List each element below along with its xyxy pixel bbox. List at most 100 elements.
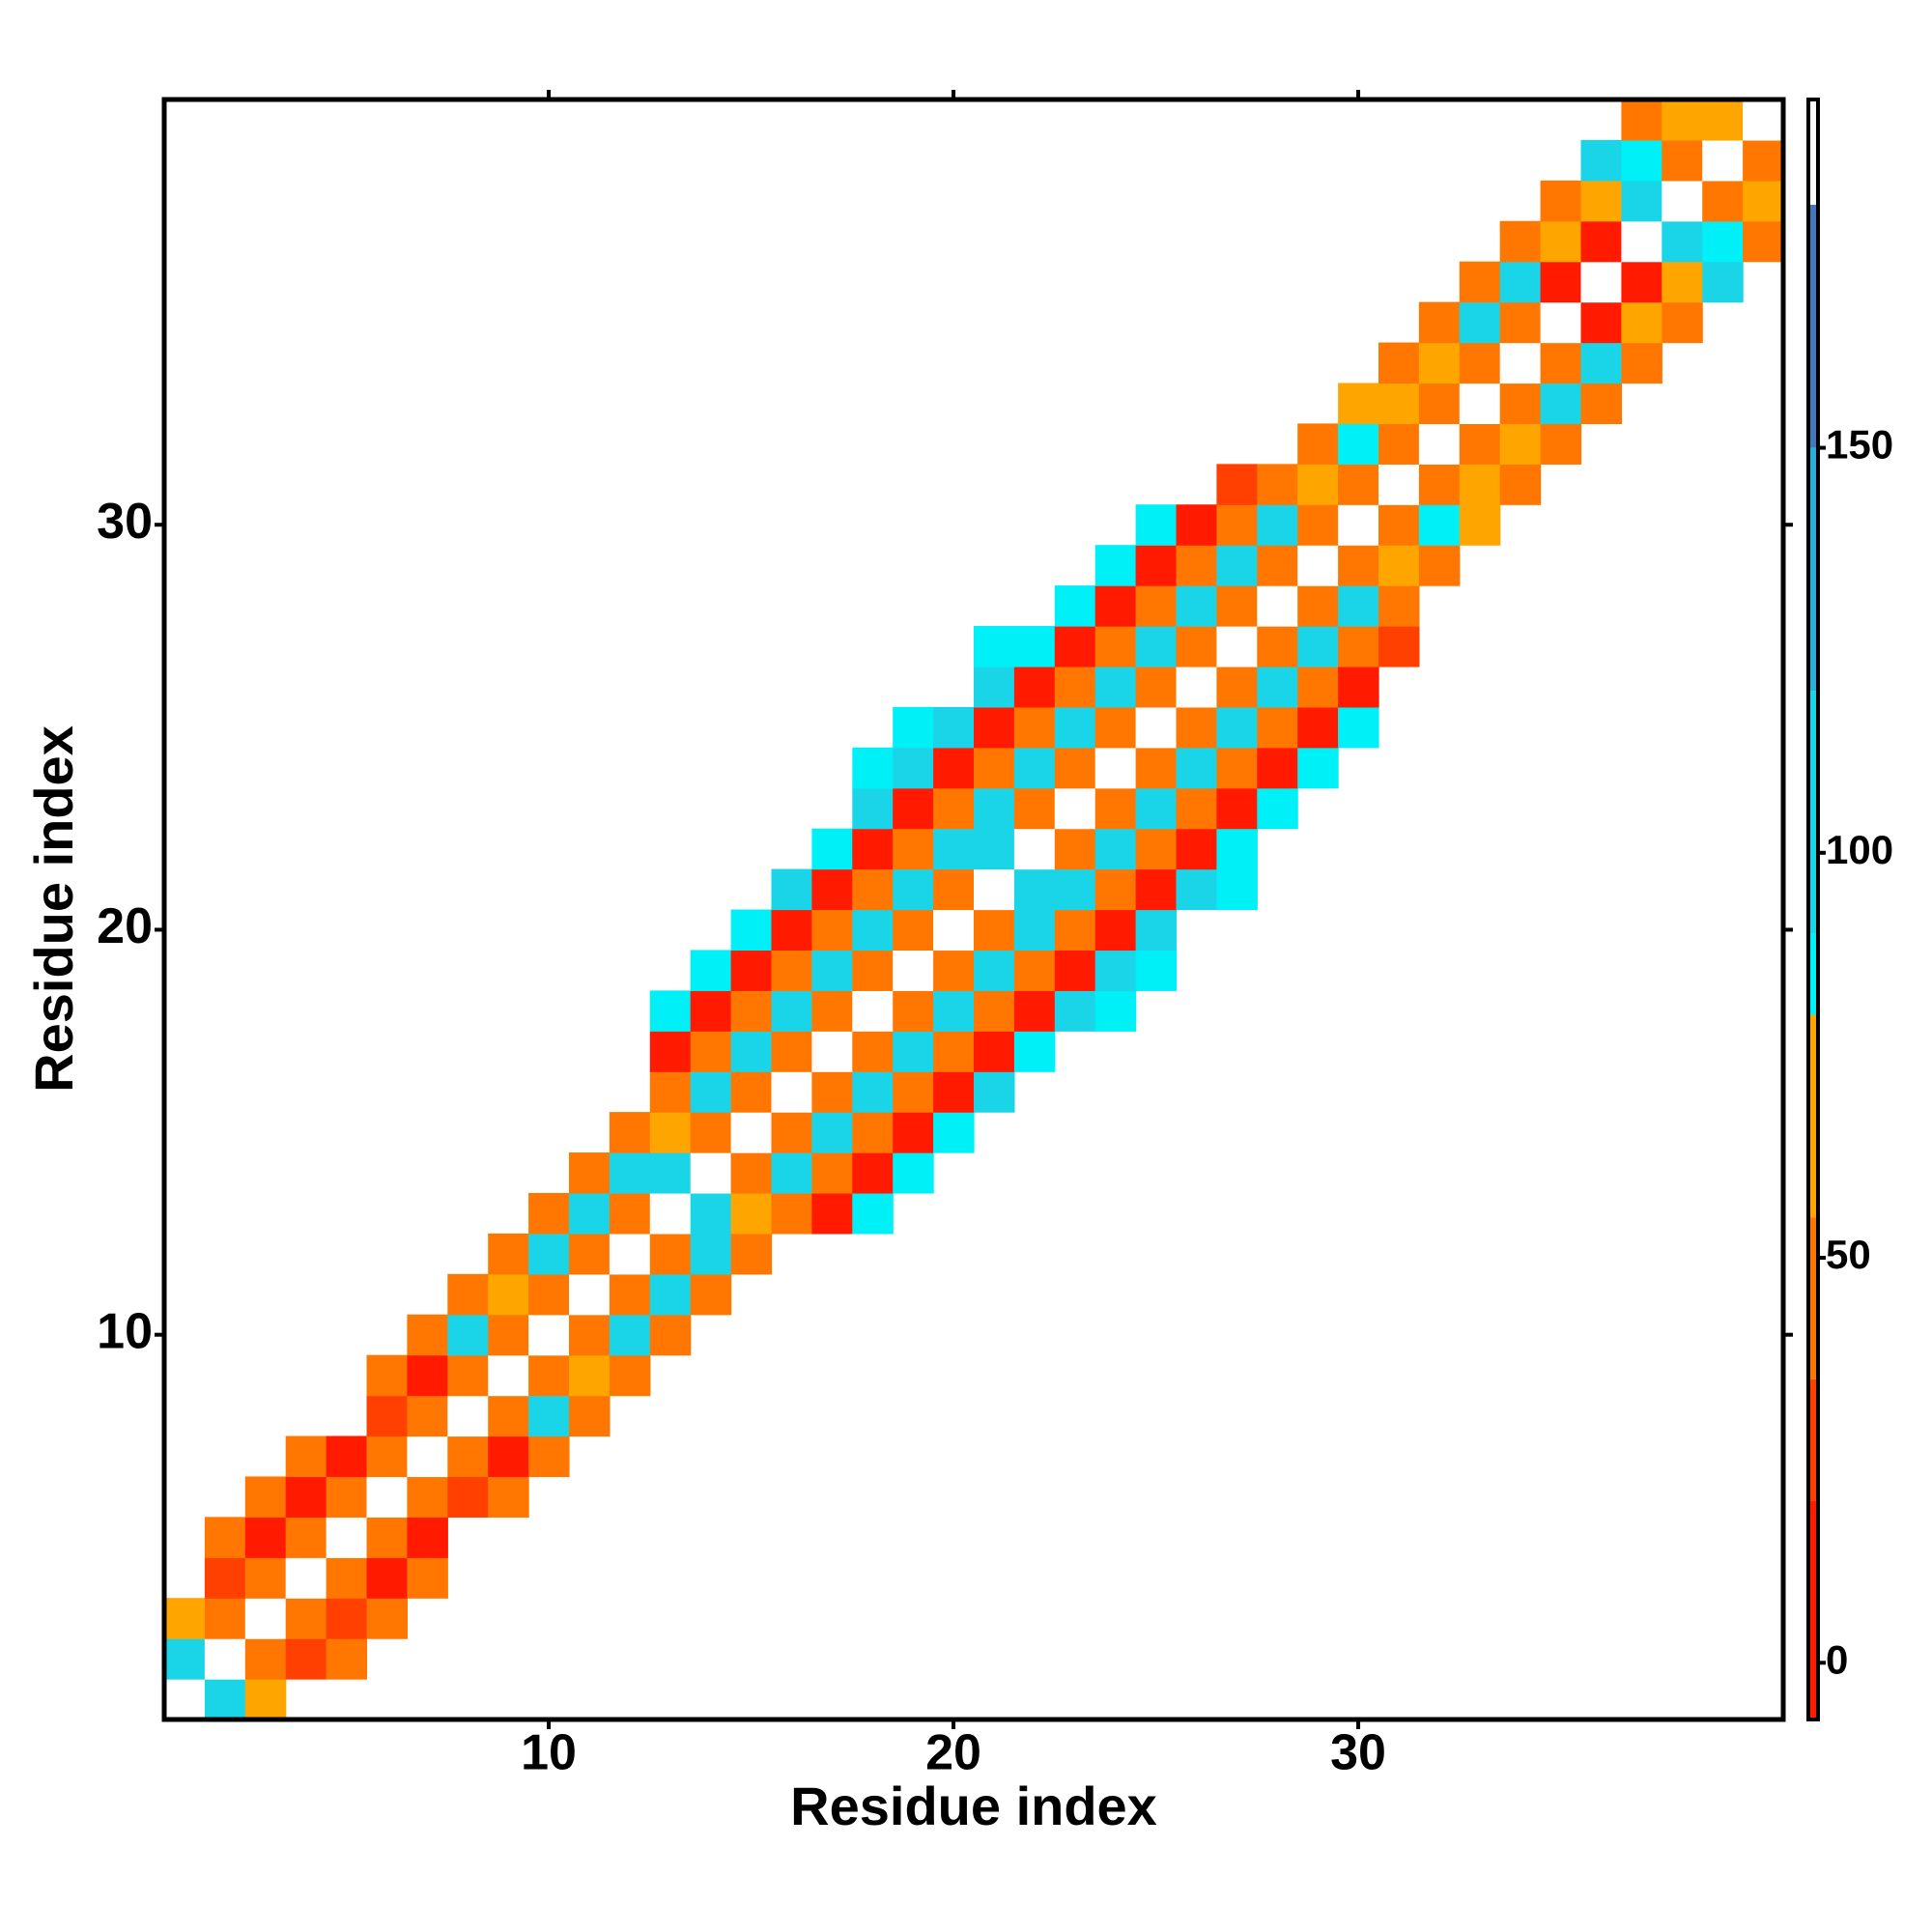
heatmap-cell [811, 990, 853, 1032]
heatmap-cell [933, 909, 975, 952]
heatmap-cell [1499, 220, 1542, 263]
heatmap-cell [1743, 99, 1784, 141]
heatmap-cell [1257, 706, 1298, 749]
heatmap-cell [1013, 828, 1056, 870]
heatmap-cell [893, 787, 934, 830]
heatmap-cell [528, 1314, 570, 1356]
heatmap-cell [811, 828, 853, 870]
heatmap-cell [1499, 464, 1542, 505]
heatmap-cell [933, 706, 975, 749]
heatmap-cell [974, 828, 1015, 870]
heatmap-cell [1257, 747, 1298, 789]
heatmap-cell [1499, 261, 1542, 303]
heatmap-cell [366, 1354, 408, 1397]
heatmap-cell [447, 1476, 489, 1518]
heatmap-cell [285, 1435, 327, 1478]
heatmap-cell [1297, 747, 1339, 789]
heatmap-cell [771, 990, 812, 1032]
heatmap-cell [204, 1638, 246, 1680]
heatmap-cell [1094, 950, 1137, 991]
heatmap-cell [690, 1233, 732, 1275]
heatmap-cell [1662, 220, 1703, 263]
heatmap-cell [285, 1598, 327, 1639]
heatmap-cell [569, 1354, 611, 1397]
heatmap-cell [1702, 261, 1744, 303]
heatmap-cell [244, 1476, 287, 1518]
heatmap-cell [1054, 666, 1096, 708]
heatmap-cell [1662, 139, 1703, 182]
heatmap-cell [933, 747, 975, 789]
heatmap-cell [893, 868, 934, 911]
heatmap-cell [933, 990, 975, 1032]
heatmap-cell [1418, 504, 1461, 546]
heatmap-cell [1135, 868, 1178, 911]
heatmap-cell [1135, 666, 1178, 708]
heatmap-cell [1621, 261, 1662, 303]
heatmap-cell [1257, 464, 1298, 505]
heatmap-cell [1743, 180, 1784, 222]
heatmap-cell [407, 1557, 448, 1599]
heatmap-cells [164, 99, 1784, 1720]
heatmap-cell [528, 1395, 570, 1437]
heatmap-cell [1054, 909, 1096, 952]
heatmap-cell [1580, 139, 1622, 182]
heatmap-cell [933, 1031, 975, 1072]
heatmap-cell [649, 1273, 692, 1316]
heatmap-cell [366, 1598, 408, 1639]
heatmap-cell [1459, 464, 1501, 505]
heatmap-cell [974, 1031, 1015, 1072]
heatmap-cell [1459, 261, 1501, 303]
heatmap-cell [528, 1233, 570, 1275]
colorbar-tick-label: 150 [1826, 422, 1893, 468]
heatmap-cell [488, 1314, 529, 1356]
colorbar-band [1808, 933, 1818, 1015]
heatmap-cell [649, 1233, 692, 1275]
heatmap-cell [204, 1679, 246, 1720]
heatmap-cell [407, 1354, 448, 1397]
heatmap-cell [690, 1112, 732, 1153]
heatmap-cell [569, 1273, 611, 1316]
heatmap-cell [366, 1435, 408, 1478]
heatmap-cell [974, 1071, 1015, 1113]
heatmap-cell [852, 868, 894, 911]
heatmap-cell [974, 868, 1015, 911]
heatmap-cell [1216, 626, 1258, 668]
colorbar-band [1808, 1500, 1818, 1719]
heatmap-cell [649, 1071, 692, 1113]
heatmap-cell [1135, 545, 1178, 586]
heatmap-cell [447, 1395, 489, 1437]
heatmap-cell [933, 828, 975, 870]
heatmap-cell [730, 1031, 773, 1072]
heatmap-cell [1094, 585, 1137, 627]
heatmap-cell [771, 909, 812, 952]
y-tick-label: 20 [97, 898, 153, 954]
heatmap-cell [609, 1273, 651, 1316]
heatmap-cell [1135, 585, 1178, 627]
y-tick-label: 10 [97, 1303, 153, 1359]
heatmap-cell [771, 1152, 812, 1194]
heatmap-cell [569, 1233, 611, 1275]
heatmap-cell [1216, 747, 1258, 789]
heatmap-cell [852, 1112, 894, 1153]
heatmap-cell [933, 787, 975, 830]
heatmap-cell [811, 909, 853, 952]
heatmap-cell [690, 1152, 732, 1194]
plot-frame [161, 97, 1786, 1722]
heatmap-cell [1297, 585, 1339, 627]
heatmap-cell [649, 1112, 692, 1153]
heatmap-cell [569, 1152, 611, 1194]
heatmap-cell [974, 626, 1015, 668]
heatmap-cell [366, 1557, 408, 1599]
heatmap-cell [1094, 747, 1137, 789]
heatmap-cell [1540, 423, 1582, 465]
heatmap-cell [893, 909, 934, 952]
heatmap-cell [1338, 383, 1379, 424]
heatmap-cell [1662, 180, 1703, 222]
heatmap-cell [1580, 220, 1622, 263]
colorbar-band [1808, 1378, 1818, 1501]
heatmap-cell [1094, 666, 1137, 708]
heatmap-cell [285, 1517, 327, 1558]
heatmap-cell [488, 1435, 529, 1478]
heatmap-cell [933, 1071, 975, 1113]
